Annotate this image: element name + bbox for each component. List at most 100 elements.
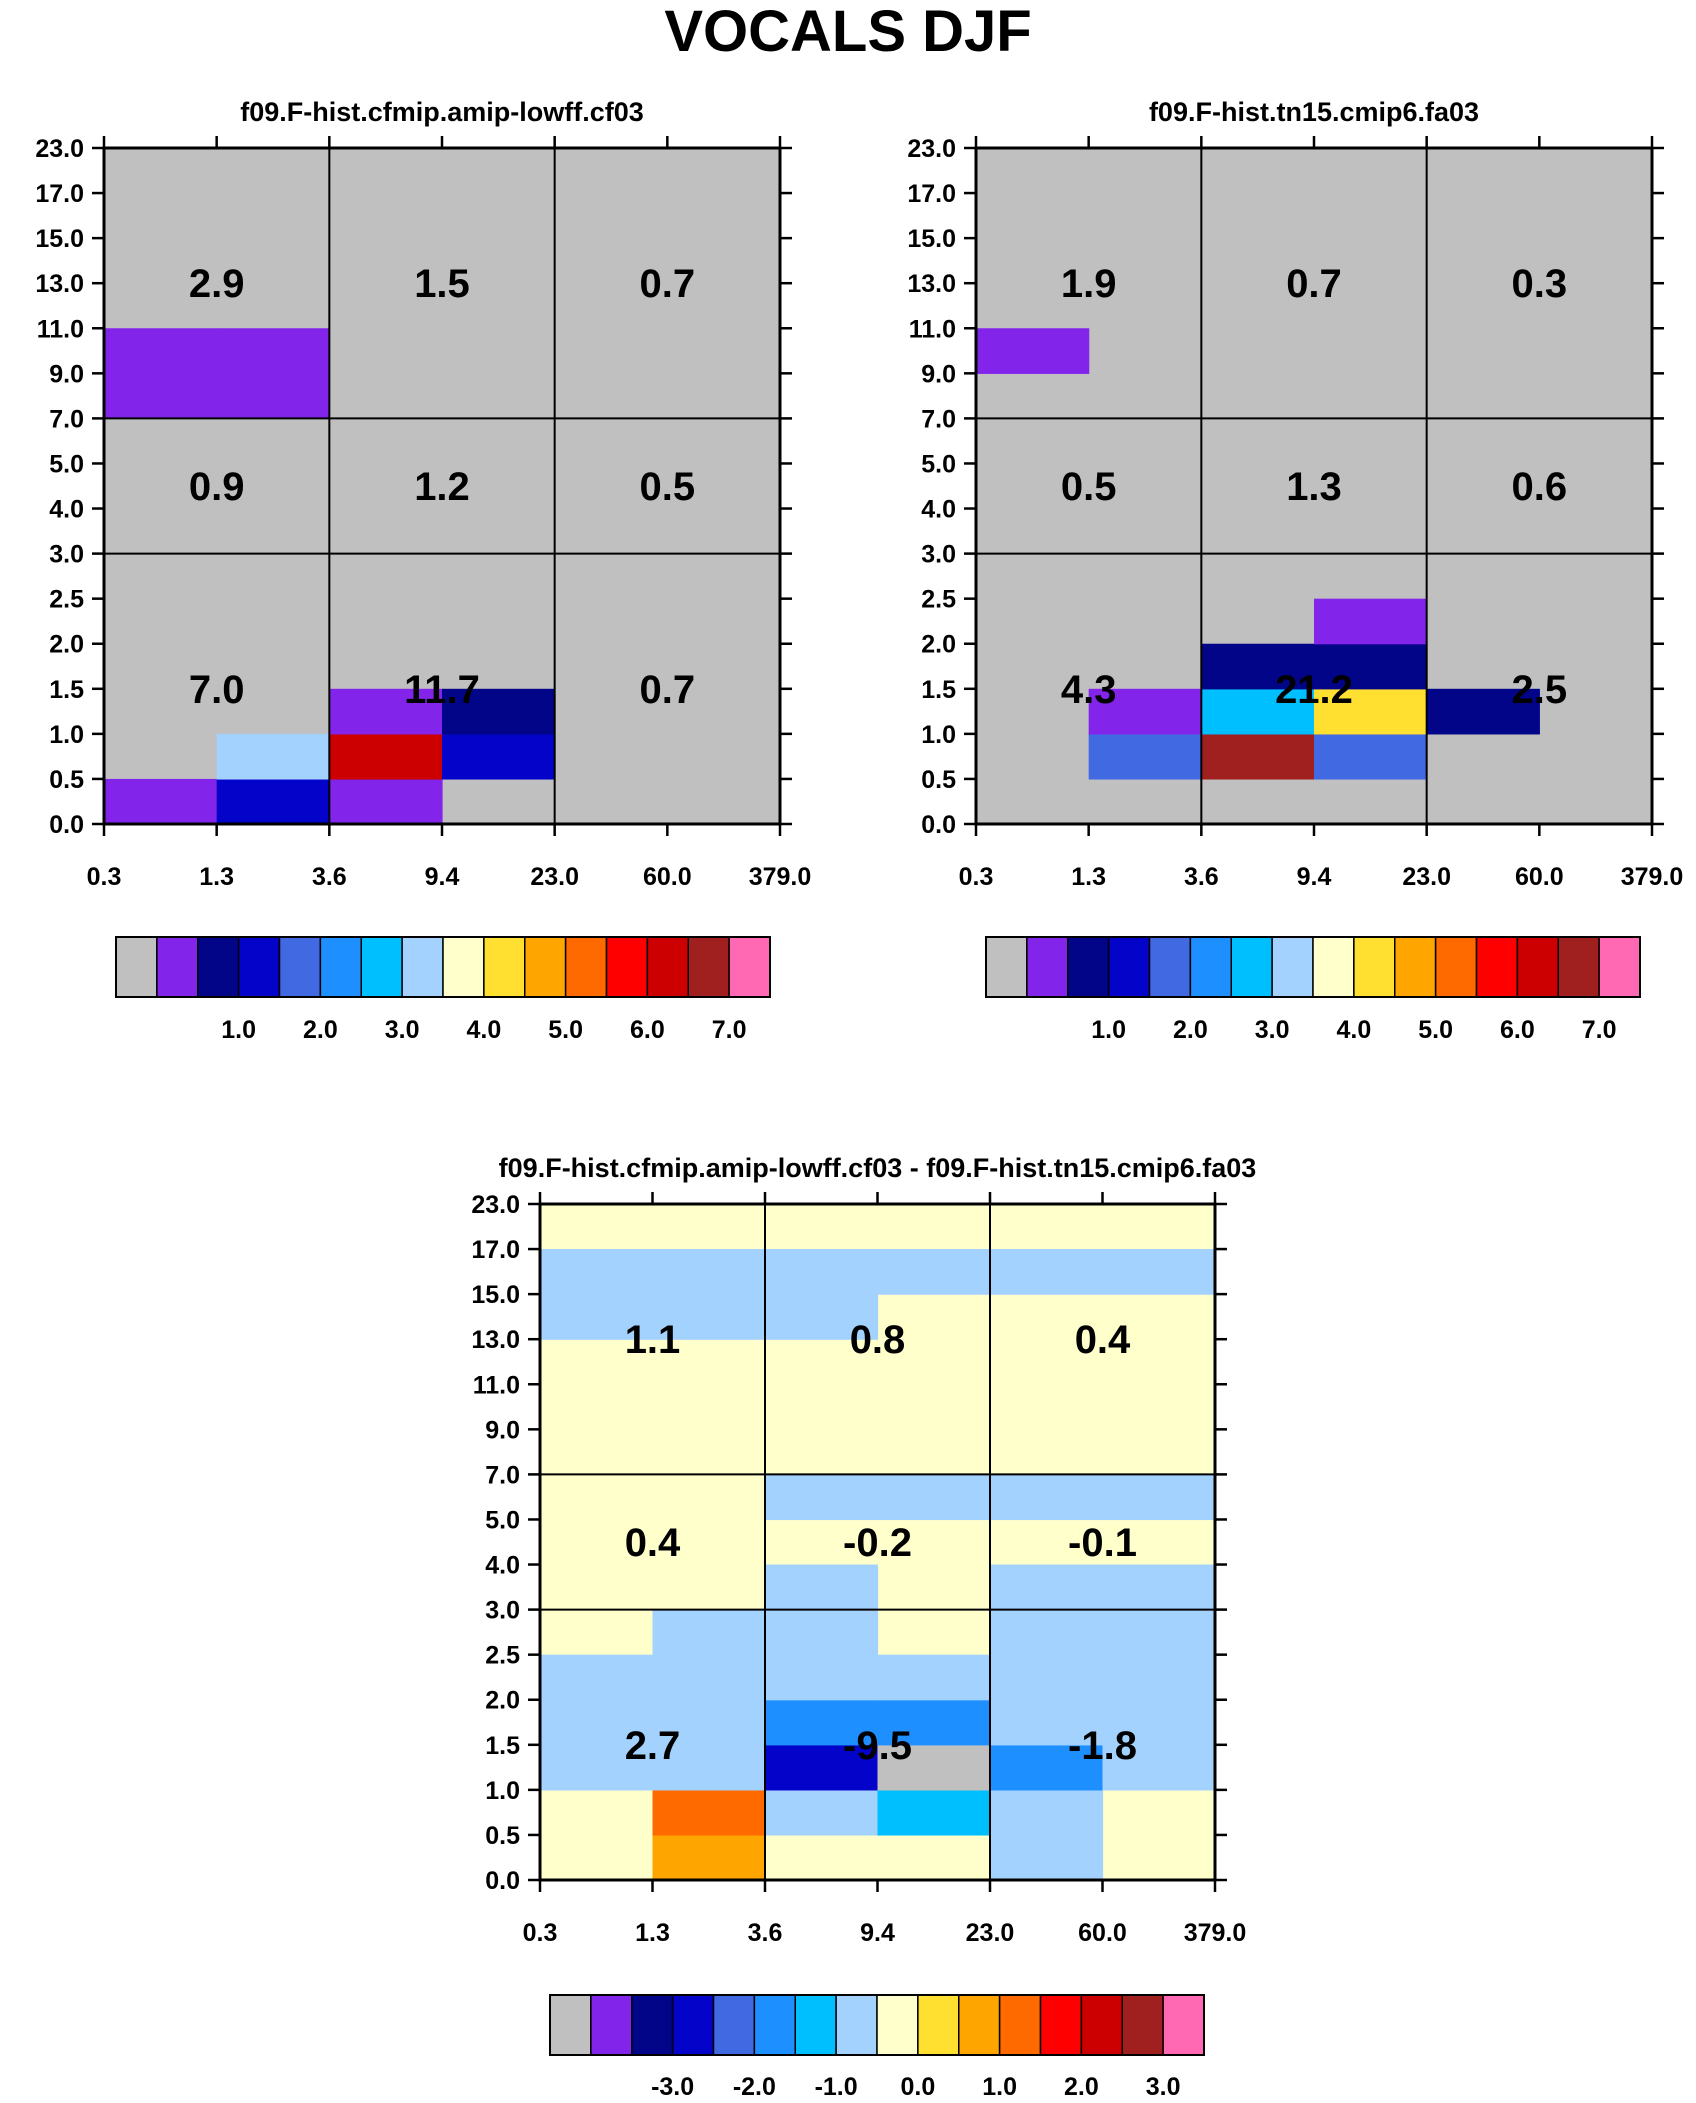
y-tick-label: 2.0 — [921, 631, 956, 659]
x-tick-label: 379.0 — [749, 863, 812, 891]
colorbar-swatch — [156, 936, 199, 998]
colorbar-label: 6.0 — [630, 1016, 665, 1044]
y-tick-label: 1.0 — [485, 1777, 520, 1805]
y-tick-label: 1.5 — [921, 676, 956, 704]
group-total-label: 2.9 — [189, 262, 245, 306]
group-total-label: -0.1 — [1068, 1521, 1137, 1565]
heatmap-cell — [1088, 688, 1202, 735]
y-tick-label: 9.0 — [485, 1416, 520, 1444]
heatmap-cell — [652, 1294, 766, 1340]
group-total-label: 11.7 — [404, 668, 480, 712]
y-tick-label: 13.0 — [471, 1326, 520, 1354]
colorbar-swatch — [1080, 1994, 1123, 2056]
y-tick-label: 9.0 — [921, 360, 956, 388]
y-tick-label: 13.0 — [35, 270, 84, 298]
heatmap-cell — [765, 1699, 879, 1746]
colorbar-swatch — [1598, 936, 1641, 998]
y-tick-label: 0.5 — [49, 766, 84, 794]
group-total-label: 0.8 — [850, 1318, 906, 1362]
x-tick-label: 60.0 — [643, 863, 692, 891]
x-tick-label: 0.3 — [523, 1919, 558, 1947]
x-tick-label: 379.0 — [1184, 1919, 1247, 1947]
y-tick-label: 23.0 — [471, 1191, 520, 1219]
colorbar-label: -1.0 — [815, 2073, 858, 2101]
colorbar-frame — [985, 936, 1641, 998]
colorbar-swatch — [1121, 1994, 1164, 2056]
colorbar-swatch — [631, 1994, 674, 2056]
y-tick-label: 3.0 — [49, 541, 84, 569]
heatmap-cell — [442, 733, 556, 780]
colorbar-swatch — [985, 936, 1028, 998]
heatmap-cell — [442, 688, 556, 735]
heatmap-cell — [1314, 688, 1428, 735]
heatmap-cell — [765, 1474, 879, 1521]
heatmap-cell — [104, 328, 218, 374]
heatmap-cell — [540, 1654, 654, 1701]
y-tick-label: 3.0 — [921, 541, 956, 569]
heatmap-cell — [990, 1789, 1104, 1836]
group-total-label: -1.8 — [1068, 1724, 1137, 1768]
y-tick-label: 17.0 — [35, 180, 84, 208]
group-total-label: -0.2 — [843, 1521, 912, 1565]
y-tick-label: 0.5 — [485, 1822, 520, 1850]
y-tick-label: 17.0 — [471, 1236, 520, 1264]
x-tick-label: 60.0 — [1078, 1919, 1127, 1947]
group-total-label: -9.5 — [843, 1724, 912, 1768]
y-tick-label: 11.0 — [37, 315, 84, 343]
colorbar-swatch — [1107, 936, 1151, 998]
group-total-label: 1.2 — [414, 465, 470, 509]
heatmap-cell — [1201, 733, 1315, 780]
heatmap-cell — [216, 373, 330, 419]
colorbar-frame — [115, 936, 771, 998]
y-tick-label: 23.0 — [907, 135, 956, 163]
y-tick-label: 13.0 — [907, 270, 956, 298]
colorbar-swatch — [564, 936, 608, 998]
heatmap-cell — [216, 733, 330, 780]
group-total-label: 2.5 — [1512, 668, 1568, 712]
heatmap-cell — [1426, 688, 1540, 735]
y-tick-label: 4.0 — [921, 496, 956, 524]
colorbar-swatch — [401, 936, 444, 998]
colorbar-label: 7.0 — [712, 1016, 747, 1044]
colorbar-swatch — [876, 1994, 919, 2056]
y-tick-label: 5.0 — [485, 1506, 520, 1534]
heatmap-cell — [765, 1654, 879, 1701]
heatmap-cell — [104, 373, 218, 419]
y-tick-label: 7.0 — [49, 405, 84, 433]
x-tick-label: 0.3 — [959, 863, 994, 891]
colorbar-swatch — [917, 1994, 960, 2056]
y-tick-label: 2.0 — [485, 1687, 520, 1715]
colorbar-label: 1.0 — [1091, 1016, 1126, 1044]
y-tick-label: 7.0 — [485, 1461, 520, 1489]
heatmap-cell — [540, 1744, 654, 1791]
heatmap-cell — [1102, 1744, 1216, 1791]
colorbar-swatch — [712, 1994, 756, 2056]
colorbar-label: 4.0 — [1336, 1016, 1371, 1044]
y-tick-label: 15.0 — [35, 225, 84, 253]
colorbar-swatch — [483, 936, 526, 998]
colorbar-swatch — [958, 1994, 1001, 2056]
group-total-label: 0.7 — [1286, 262, 1342, 306]
heatmap-cell — [1201, 688, 1315, 735]
y-tick-label: 0.0 — [49, 811, 84, 839]
heatmap-cell — [652, 1744, 766, 1791]
colorbar-swatch — [794, 1994, 837, 2056]
y-tick-label: 11.0 — [473, 1371, 520, 1399]
heatmap-cell — [990, 1654, 1104, 1701]
y-tick-label: 2.5 — [485, 1642, 520, 1670]
heatmap-cell — [877, 1789, 991, 1836]
panel-left-heatmap: f09.F-hist.cfmip.amip-lowff.cf03 0.0 0.5 1.… — [35, 97, 811, 1044]
heatmap-cell — [652, 1789, 766, 1836]
heatmap-cell — [329, 688, 443, 735]
heatmap-cell — [329, 778, 443, 825]
panel-right-heatmap: f09.F-hist.tn15.cmip6.fa03 0.0 0.5 1.0 1.5 2.… — [907, 97, 1683, 1044]
x-tick-label: 379.0 — [1621, 863, 1684, 891]
x-tick-label: 9.4 — [860, 1919, 895, 1947]
colorbar-swatch — [1230, 936, 1273, 998]
y-tick-label: 23.0 — [35, 135, 84, 163]
colorbar-swatch — [687, 936, 730, 998]
y-tick-label: 15.0 — [907, 225, 956, 253]
heatmap-cell — [1102, 1654, 1216, 1701]
heatmap-cell — [652, 1834, 766, 1881]
heatmap-cell — [877, 1249, 991, 1295]
